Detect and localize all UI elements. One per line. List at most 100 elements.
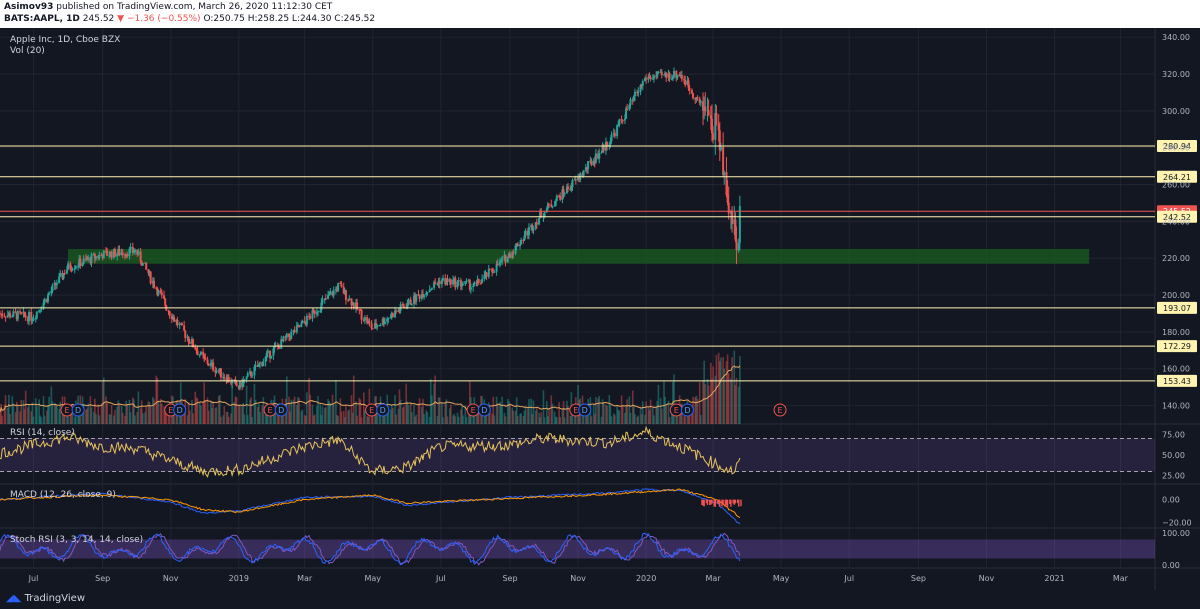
time-tick-label: Sep bbox=[911, 574, 926, 583]
volume-bar bbox=[467, 407, 470, 424]
volume-bar bbox=[434, 375, 437, 424]
volume-bar bbox=[450, 404, 452, 424]
symbol-label[interactable]: BATS:AAPL, 1D bbox=[4, 14, 80, 24]
volume-bar bbox=[69, 409, 72, 424]
candle-body bbox=[65, 269, 68, 274]
candle-body bbox=[336, 289, 339, 291]
tradingview-logo[interactable]: ◢◣ TradingView bbox=[6, 593, 85, 604]
candle-body bbox=[598, 153, 601, 159]
candle-body bbox=[46, 294, 49, 302]
time-axis[interactable]: Jul Sep Nov 2019 Mar May Jul Sep Nov 2020 Mar May Ju… bbox=[28, 574, 1129, 583]
volume-bar bbox=[462, 415, 464, 424]
candle-body bbox=[648, 76, 651, 78]
volume-bar bbox=[78, 415, 81, 424]
volume-bar bbox=[445, 399, 448, 424]
candle-body bbox=[3, 315, 6, 317]
candle-body bbox=[170, 315, 173, 320]
candle-body bbox=[694, 98, 697, 100]
candle-body bbox=[539, 211, 542, 219]
volume-bar bbox=[649, 399, 652, 424]
volume-bar bbox=[351, 412, 354, 424]
candle-body bbox=[418, 295, 421, 299]
candle-body bbox=[280, 339, 283, 349]
volume-bar bbox=[128, 399, 131, 424]
candle-body bbox=[401, 304, 404, 307]
candle-body bbox=[281, 339, 284, 342]
level-lines: 280.94264.21245.52242.52193.07172.29153.… bbox=[0, 139, 1197, 387]
candle-body bbox=[421, 294, 424, 298]
volume-bar bbox=[106, 402, 108, 424]
volume-bar bbox=[105, 396, 107, 424]
volume-bar bbox=[457, 416, 460, 424]
candle-body bbox=[71, 269, 74, 271]
volume-bar bbox=[30, 411, 33, 424]
candle-body bbox=[376, 325, 379, 328]
candle-body bbox=[722, 147, 725, 176]
volume-bar bbox=[656, 400, 659, 424]
volume-bar bbox=[538, 412, 540, 424]
volume-bar bbox=[133, 399, 135, 424]
candle-body bbox=[329, 291, 332, 295]
candle-body bbox=[145, 262, 148, 270]
candle-body bbox=[254, 365, 257, 367]
candle-body bbox=[134, 250, 137, 253]
candle-body bbox=[12, 311, 15, 317]
price-axis[interactable]: 140.00 160.00 180.00 200.00 220.00 240.00 260.… bbox=[1162, 33, 1192, 570]
volume-bar bbox=[148, 402, 151, 424]
candle-body bbox=[102, 250, 105, 259]
stoch-rsi-title: Stoch RSI (3, 3, 14, 14, close) bbox=[10, 535, 143, 545]
candle-body bbox=[550, 204, 553, 207]
volume-bar bbox=[718, 361, 721, 424]
candle-body bbox=[718, 130, 721, 151]
volume-bar bbox=[691, 413, 693, 424]
candle-body bbox=[257, 363, 260, 367]
volume-bar bbox=[423, 414, 425, 424]
volume-bar bbox=[303, 414, 306, 424]
candle-body bbox=[324, 298, 327, 300]
candle-body bbox=[50, 291, 53, 294]
candle-body bbox=[269, 350, 272, 359]
candle-body bbox=[495, 263, 498, 272]
time-tick-label: Mar bbox=[706, 574, 722, 583]
volume-bar bbox=[626, 399, 628, 424]
candle-body bbox=[457, 280, 460, 282]
candle-body bbox=[381, 319, 384, 325]
volume-bar bbox=[220, 416, 222, 424]
marker-letter: D bbox=[278, 406, 284, 415]
candle-body bbox=[173, 317, 176, 322]
volume-bar bbox=[131, 397, 134, 424]
candle-body bbox=[651, 78, 654, 80]
candle-body bbox=[323, 298, 326, 301]
volume-bar bbox=[39, 415, 41, 424]
volume-bar bbox=[528, 399, 530, 424]
candle-body bbox=[695, 97, 698, 100]
volume-bar bbox=[585, 414, 587, 424]
volume-bar bbox=[553, 411, 556, 424]
volume-bar bbox=[734, 385, 737, 424]
candle-body bbox=[492, 271, 495, 273]
volume-bar bbox=[501, 396, 503, 424]
candle-body bbox=[217, 370, 220, 372]
volume-bar bbox=[297, 396, 299, 424]
candle-body bbox=[523, 235, 526, 241]
volume-bar bbox=[657, 384, 660, 424]
author-name[interactable]: Asimov93 bbox=[4, 2, 54, 12]
volume-bar bbox=[546, 400, 548, 424]
candle-body bbox=[120, 252, 123, 255]
volume-bar bbox=[531, 414, 534, 424]
candle-body bbox=[592, 160, 595, 166]
volume-bar bbox=[53, 402, 56, 424]
volume-bar bbox=[321, 406, 324, 424]
header-bar: Asimov93 published on TradingView.com, M… bbox=[0, 0, 1200, 28]
volume-bar bbox=[43, 415, 46, 424]
chart-canvas[interactable]: 280.94264.21245.52242.52193.07172.29153.… bbox=[0, 28, 1200, 590]
volume-bar bbox=[605, 404, 607, 424]
volume-bar bbox=[414, 416, 416, 424]
candle-body bbox=[100, 254, 103, 256]
candle-body bbox=[434, 282, 437, 284]
candle-body bbox=[444, 278, 447, 285]
candle-body bbox=[582, 170, 585, 176]
volume-bar bbox=[22, 400, 25, 424]
candle-body bbox=[123, 254, 126, 256]
